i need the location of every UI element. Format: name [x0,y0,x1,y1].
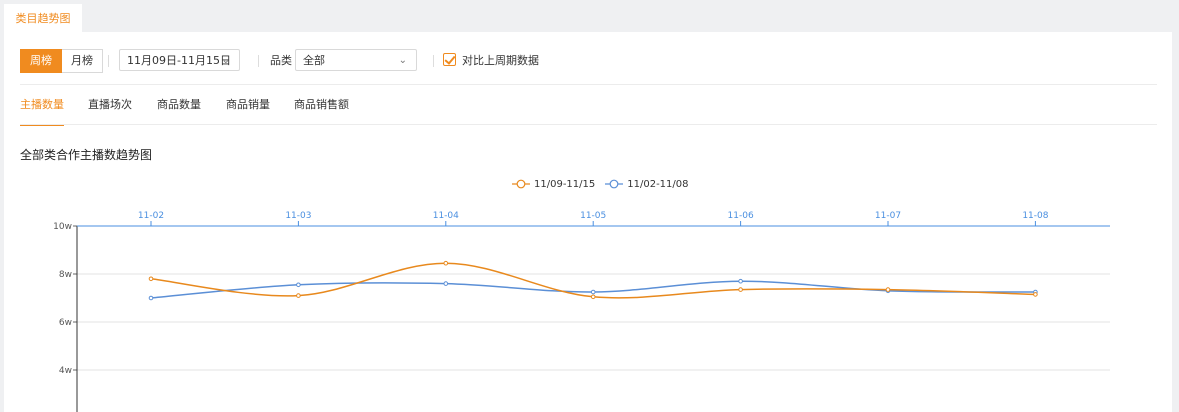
legend-label-previous: 11/02-11/08 [627,178,689,190]
data-point [443,260,449,266]
chevron-down-icon: ⌄ [398,55,407,66]
chart-legend: 11/09-11/15 11/02-11/08 [512,177,699,191]
x-tick-label: 11-02 [138,211,164,221]
data-point [148,295,154,301]
data-point [590,289,596,295]
chart-title: 全部类合作主播数趋势图 [20,148,153,162]
tab-product-count[interactable]: 商品数量 [157,98,201,111]
divider [433,55,434,67]
data-point [443,281,449,286]
tab-category-trend[interactable]: 类目趋势图 [4,4,82,32]
legend-marker-icon [605,179,624,189]
x-tick-label: 11-03 [285,211,311,221]
tab-product-revenue[interactable]: 商品销售额 [294,98,349,111]
data-point [296,293,301,298]
divider [20,124,1157,125]
data-point [148,276,154,282]
x-tick-label: 11-04 [433,211,459,221]
data-point [738,278,743,284]
tab-streamer-count[interactable]: 主播数量 [20,98,64,126]
legend-label-current: 11/09-11/15 [534,178,596,190]
trend-chart: 2w4w6w8w10w11-0211-0311-0411-0511-0611-0… [53,211,1110,412]
y-tick-label: 8w [59,270,72,280]
divider [20,84,1157,85]
y-tick-label: 10w [53,222,72,232]
divider [258,55,259,67]
category-select[interactable]: 全部 ⌄ [295,49,417,71]
tab-category-trend-label: 类目趋势图 [15,12,71,25]
data-point [885,287,891,292]
monthly-button[interactable]: 月榜 [62,49,103,73]
data-point [590,294,596,300]
legend-marker-icon [512,179,530,189]
x-tick-label: 11-05 [580,211,606,221]
chevron-down-icon: ⌄ [221,55,230,66]
legend-item-previous[interactable]: 11/02-11/08 [605,178,689,190]
compare-label: 对比上周期数据 [462,54,539,67]
data-point [296,282,301,288]
x-tick-label: 11-08 [1022,211,1048,221]
category-label: 品类 [270,54,292,67]
period-toggle: 周榜 月榜 [20,49,103,73]
main-card: 周榜 月榜 11月09日-11月15日 ⌄ 品类 全部 ⌄ 对比上周期数据 主播… [4,32,1172,412]
weekly-button[interactable]: 周榜 [20,49,62,73]
legend-item-current[interactable]: 11/09-11/15 [512,179,595,190]
filter-toolbar: 周榜 月榜 11月09日-11月15日 ⌄ 品类 全部 ⌄ 对比上周期数据 [20,49,1150,73]
compare-checkbox[interactable] [443,53,456,66]
data-point [738,287,743,292]
tab-live-sessions[interactable]: 直播场次 [88,98,132,111]
date-range-select[interactable]: 11月09日-11月15日 ⌄ [119,49,240,71]
x-tick-label: 11-07 [875,211,901,221]
y-tick-label: 6w [59,318,72,328]
x-tick-label: 11-06 [728,211,754,221]
y-tick-label: 4w [59,366,72,376]
tab-product-sales[interactable]: 商品销量 [226,98,270,111]
date-range-value: 11月09日-11月15日 [127,54,231,67]
metric-tabs: 主播数量 直播场次 商品数量 商品销量 商品销售额 [20,98,1157,126]
data-point [1033,292,1038,297]
category-value: 全部 [303,54,325,67]
divider [108,55,109,67]
